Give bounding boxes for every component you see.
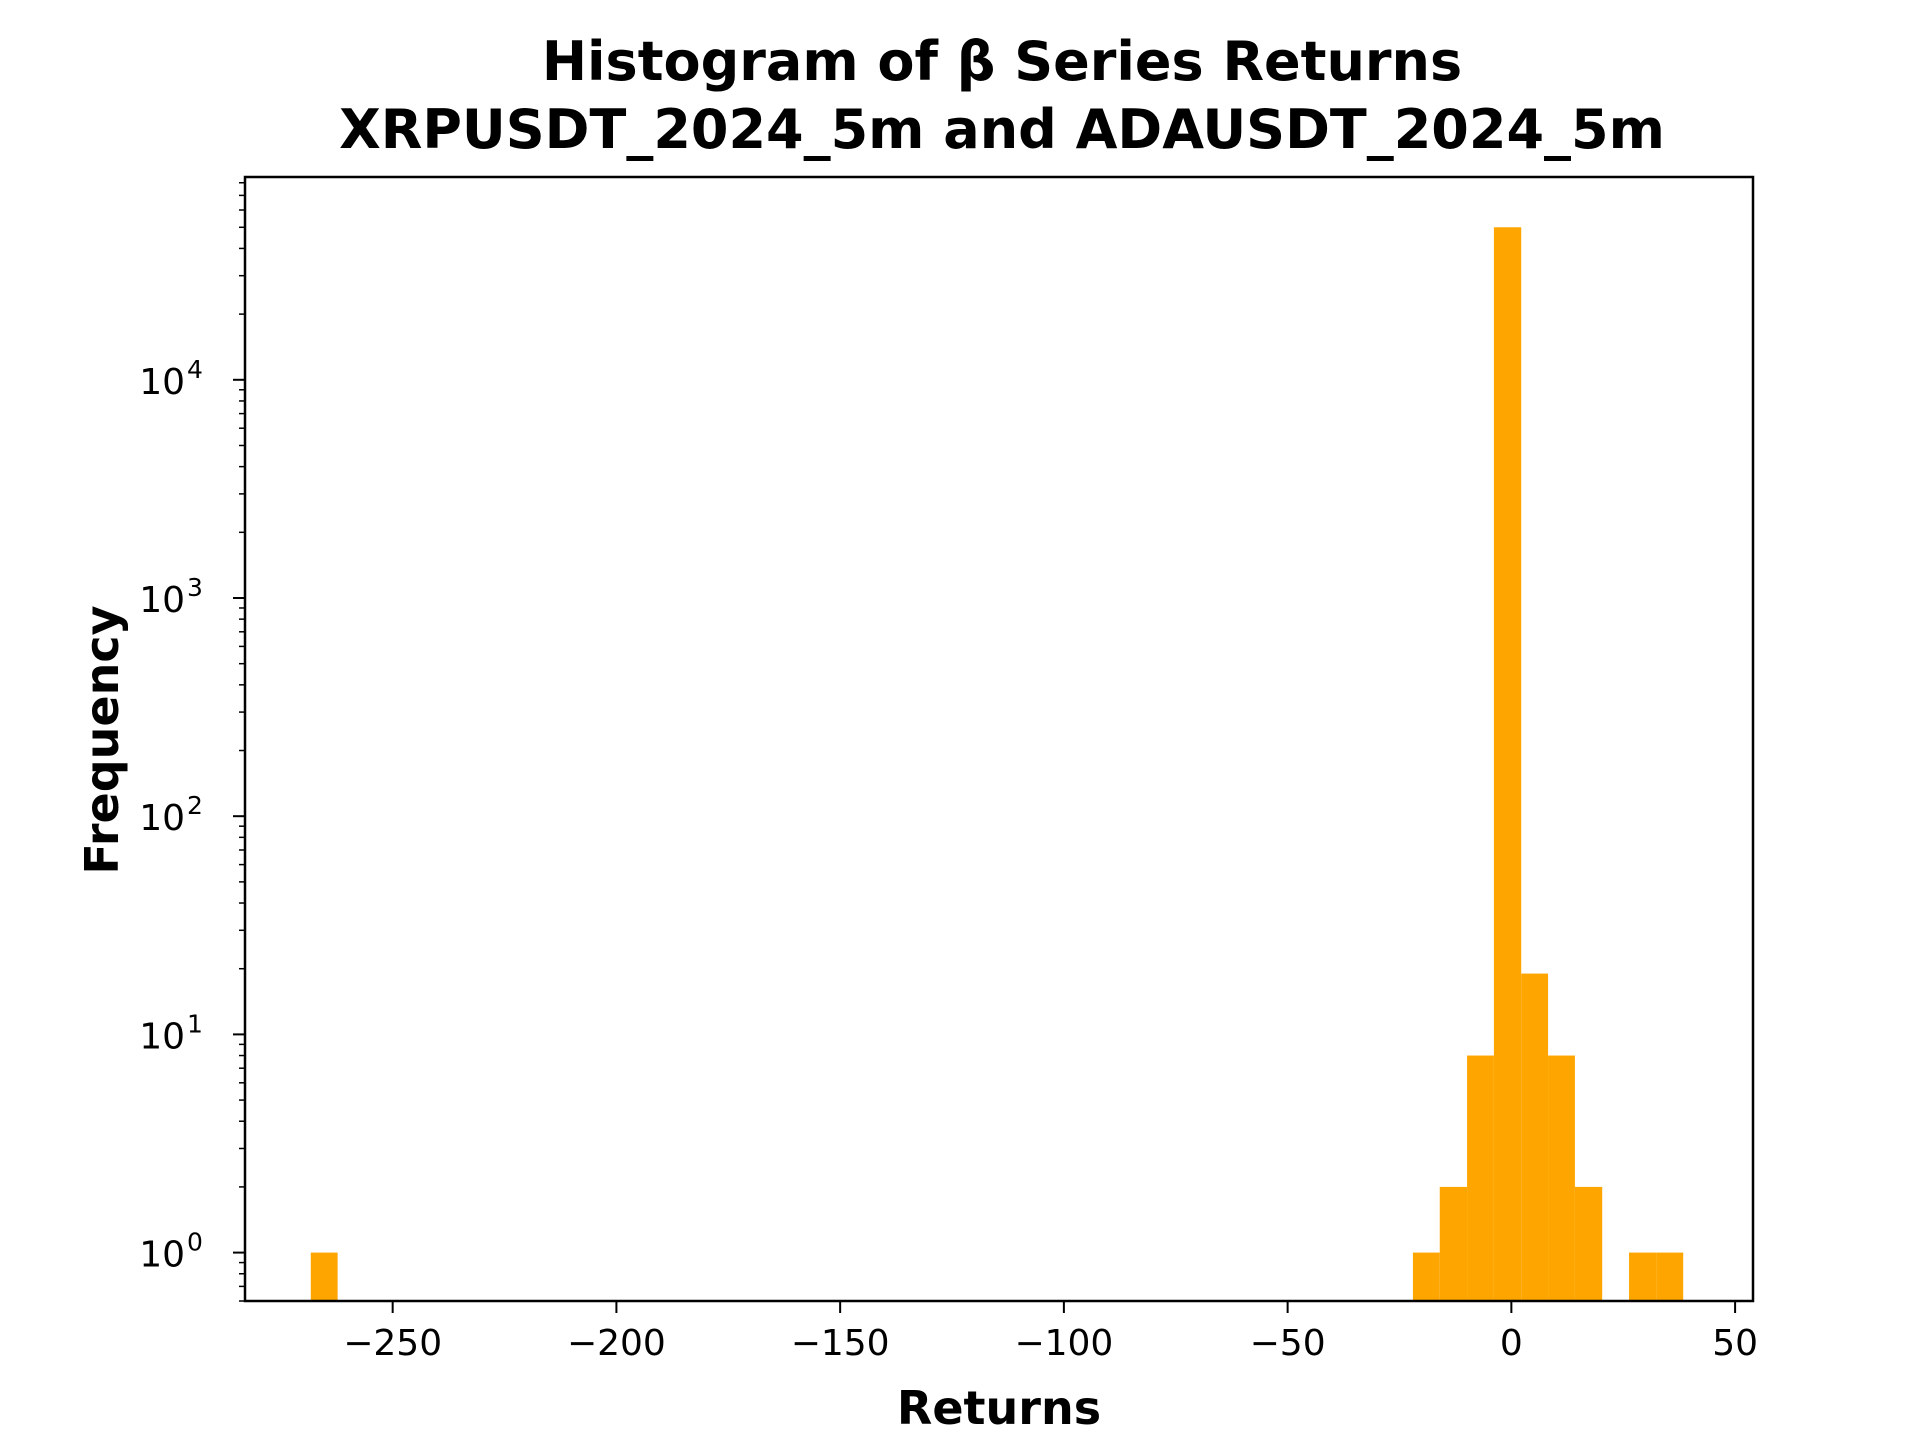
x-tick-label: −50 bbox=[1250, 1323, 1326, 1364]
histogram-bar-2 bbox=[1439, 1186, 1468, 1301]
x-tick-label: −200 bbox=[567, 1323, 666, 1364]
y-tick-label: 10 bbox=[139, 1016, 185, 1057]
y-tick-exponent: 1 bbox=[187, 1009, 203, 1038]
y-tick-exponent: 2 bbox=[187, 791, 203, 820]
histogram-bar-1 bbox=[1412, 1252, 1440, 1301]
histogram-bar-7 bbox=[1574, 1186, 1603, 1301]
y-tick-exponent: 4 bbox=[187, 355, 203, 384]
x-tick-label: −250 bbox=[343, 1323, 442, 1364]
chart-title-line-2: XRPUSDT_2024_5m and ADAUSDT_2024_5m bbox=[339, 98, 1665, 161]
x-axis-ticks: −250 −200 −150 −100 −50 0 50 bbox=[343, 1301, 1758, 1364]
y-tick-label: 10 bbox=[139, 798, 185, 839]
x-tick-label: 0 bbox=[1500, 1323, 1523, 1364]
histogram-bar-8 bbox=[1629, 1252, 1657, 1301]
x-tick-label: −150 bbox=[791, 1323, 890, 1364]
histogram-bar-6 bbox=[1548, 1055, 1575, 1301]
histogram-bar-5 bbox=[1521, 973, 1549, 1301]
y-tick-label: 10 bbox=[139, 1235, 185, 1276]
y-tick-label: 10 bbox=[139, 362, 185, 403]
x-tick-label: 50 bbox=[1712, 1323, 1758, 1364]
x-axis-label: Returns bbox=[897, 1381, 1101, 1435]
y-axis-label: Frequency bbox=[75, 605, 129, 874]
histogram-bar-4 bbox=[1493, 227, 1522, 1301]
histogram-bars bbox=[310, 227, 1684, 1301]
histogram-bar-9 bbox=[1656, 1252, 1684, 1301]
x-tick-label: −100 bbox=[1014, 1323, 1113, 1364]
y-tick-exponent: 3 bbox=[187, 573, 203, 602]
y-tick-label: 10 bbox=[139, 580, 185, 621]
plot-area-frame bbox=[243, 175, 1755, 1303]
histogram-bar-3 bbox=[1467, 1055, 1494, 1301]
y-tick-exponent: 0 bbox=[187, 1228, 203, 1257]
chart-title-line-1: Histogram of β Series Returns bbox=[542, 30, 1462, 93]
histogram-bar-0 bbox=[310, 1252, 338, 1301]
